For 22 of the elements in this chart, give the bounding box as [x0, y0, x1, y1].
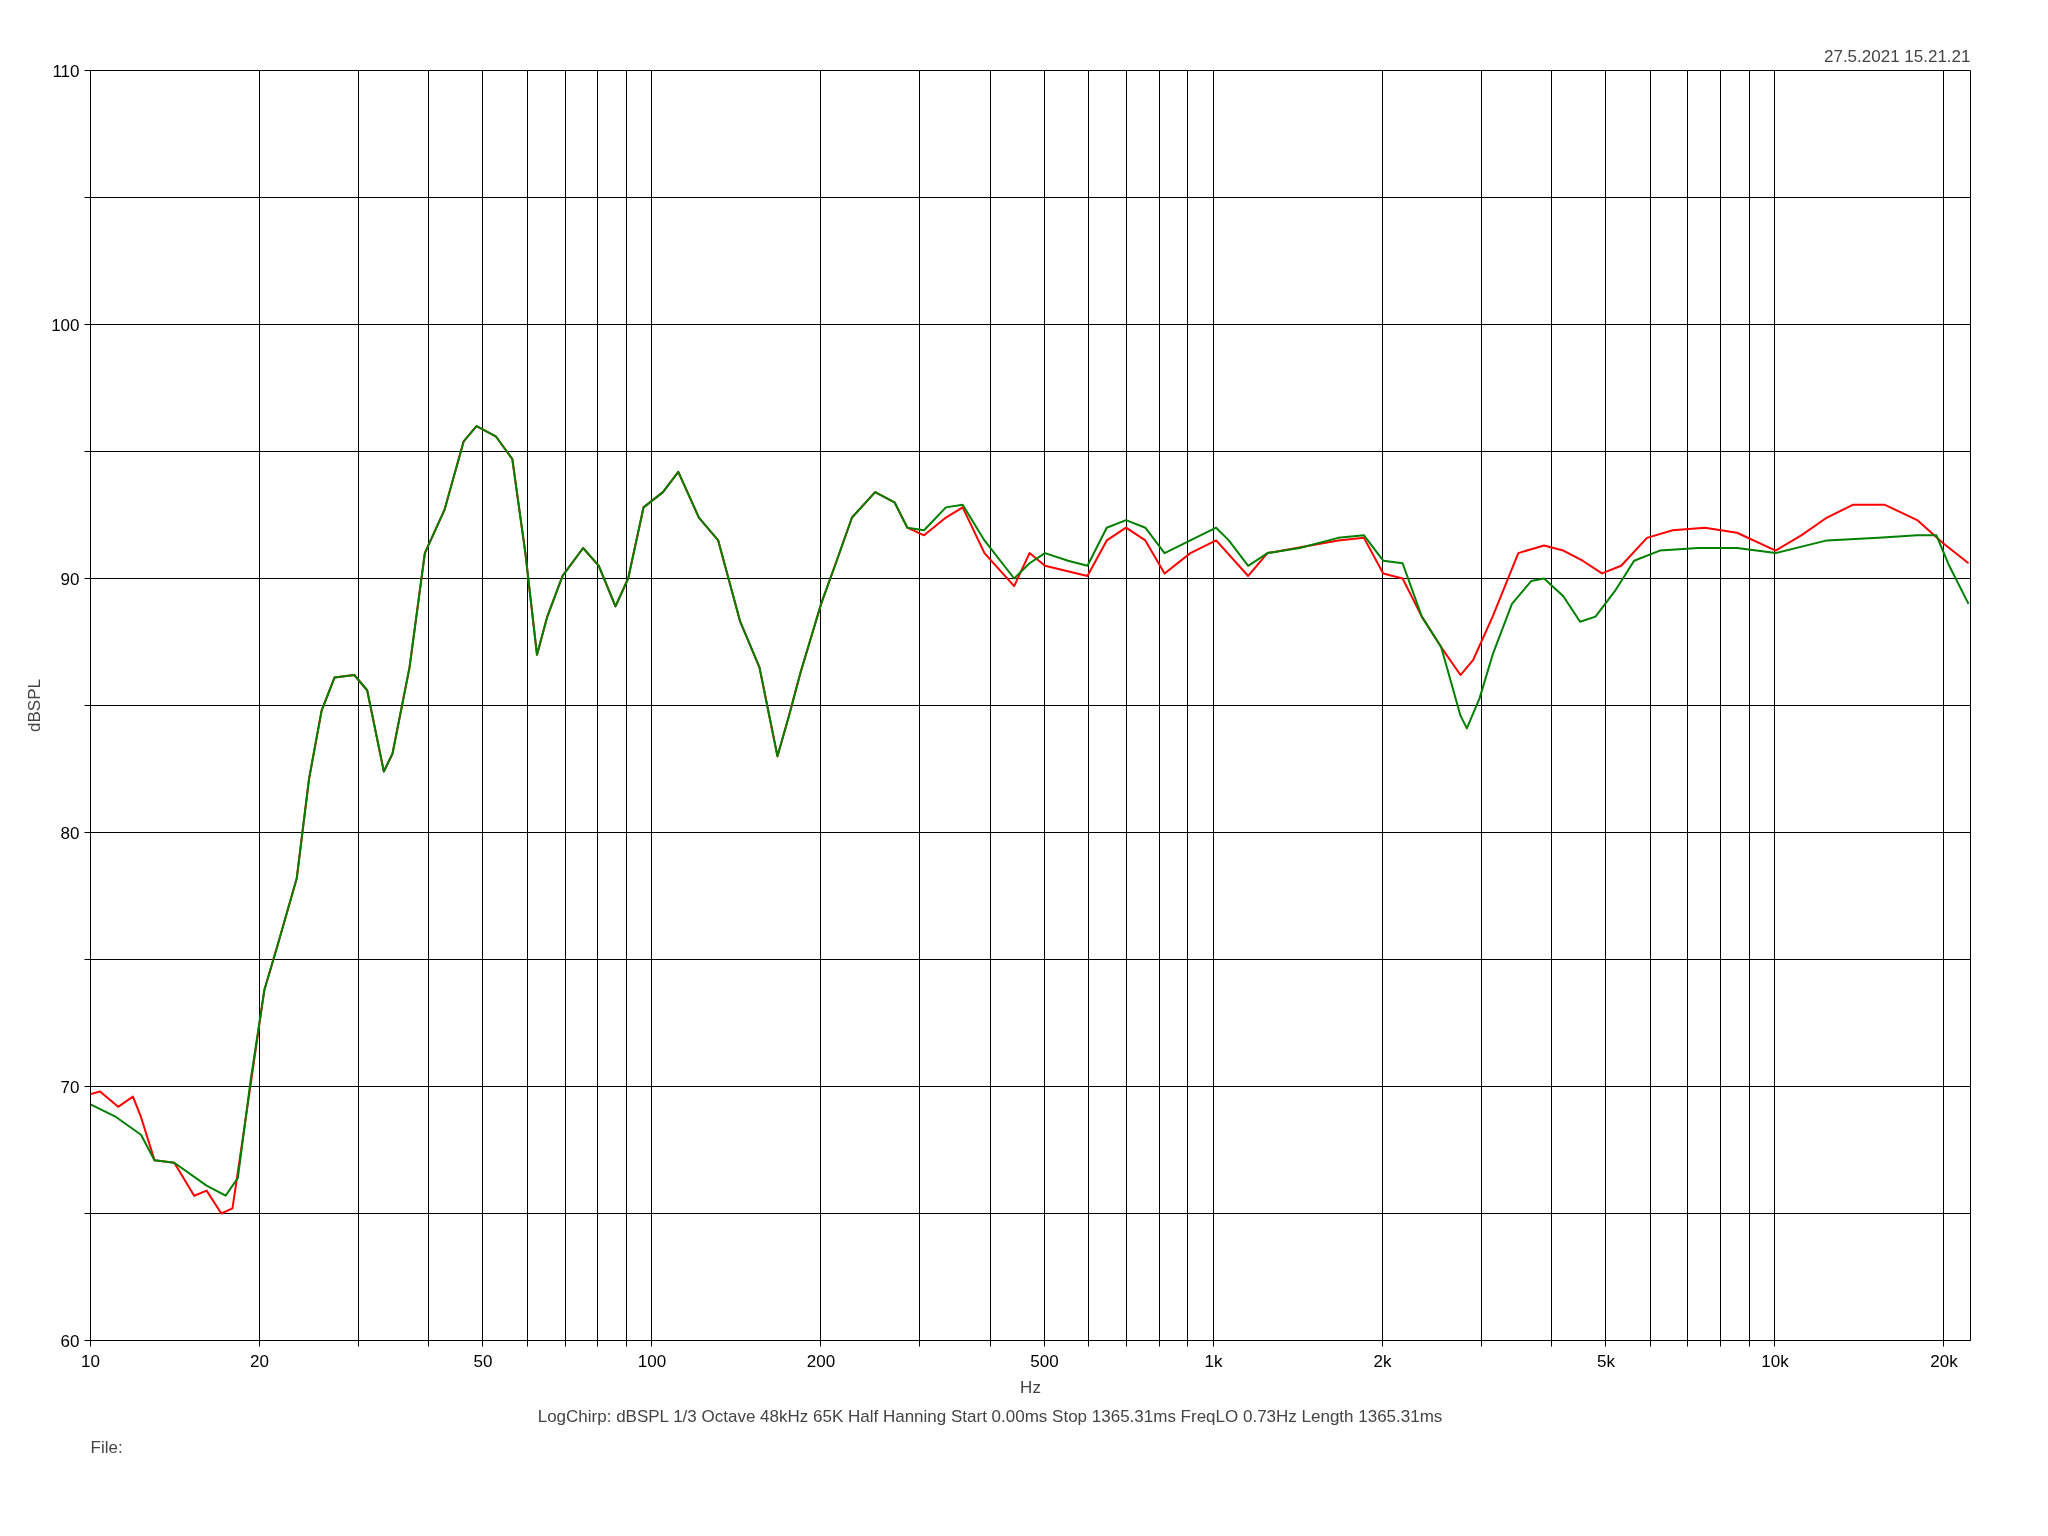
y-tick-label: 100 [51, 315, 80, 335]
x-tick-label: 5k [1596, 1351, 1616, 1371]
y-tick-label: 80 [60, 823, 80, 843]
y-tick-label: 60 [60, 1331, 80, 1351]
text: LogChirp: dBSPL 1/3 Octave 48kHz 65K Half Hanning Start 0.00ms Stop 1365.31ms FreqLO 0.73Hz Length 1365.31ms [537, 1406, 1443, 1426]
x-tick-label: 1k [1204, 1351, 1223, 1371]
x-tick-label: 10k [1761, 1351, 1790, 1371]
x-tick-label: 20 [250, 1351, 269, 1371]
x-tick-label: 10 [81, 1351, 100, 1371]
y-tick-label: 110 [52, 61, 80, 81]
y-axis-title: dBSPL [25, 679, 45, 732]
text: 27.5.2021 15.21.21 [1823, 46, 1971, 66]
x-tick-label: 50 [473, 1351, 493, 1371]
x-tick-label: 2k [1373, 1351, 1392, 1371]
x-tick-label: 500 [1030, 1351, 1059, 1371]
y-tick-label: 70 [60, 1077, 80, 1097]
x-tick-label: 20k [1930, 1351, 1959, 1371]
x-tick-label: 200 [806, 1351, 836, 1371]
x-axis-title: Hz [1020, 1377, 1041, 1397]
text: File: [90, 1437, 123, 1457]
x-tick-label: 100 [637, 1351, 667, 1371]
y-tick-label: 90 [60, 569, 80, 589]
